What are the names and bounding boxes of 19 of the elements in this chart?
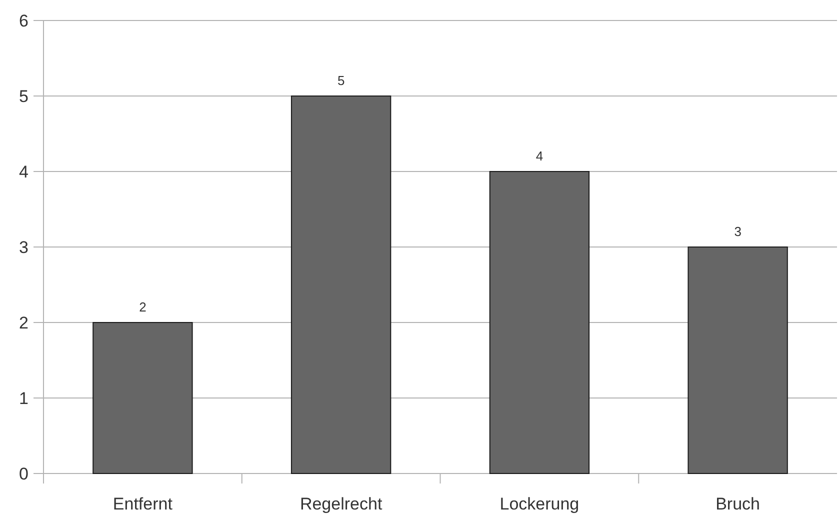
data-label: 5 bbox=[337, 73, 345, 88]
bar bbox=[290, 96, 392, 474]
x-tick-label: Regelrecht bbox=[300, 494, 382, 514]
x-tick-label: Lockerung bbox=[500, 494, 580, 514]
y-tick-label: 2 bbox=[19, 313, 28, 332]
y-tick-label: 1 bbox=[19, 388, 28, 408]
y-tick-label: 5 bbox=[19, 86, 28, 106]
bar bbox=[92, 322, 193, 474]
bar bbox=[688, 246, 788, 474]
y-tick-label: 6 bbox=[19, 11, 28, 30]
y-tick-label: 3 bbox=[19, 238, 28, 257]
bar bbox=[489, 171, 590, 474]
data-label: 3 bbox=[734, 224, 742, 239]
x-tick-label: Entfernt bbox=[112, 494, 173, 514]
y-tick-label: 0 bbox=[19, 464, 28, 484]
data-label: 2 bbox=[139, 300, 146, 314]
data-label: 4 bbox=[536, 148, 544, 164]
x-tick-label: Bruch bbox=[716, 494, 760, 514]
y-tick-label: 4 bbox=[19, 162, 28, 182]
